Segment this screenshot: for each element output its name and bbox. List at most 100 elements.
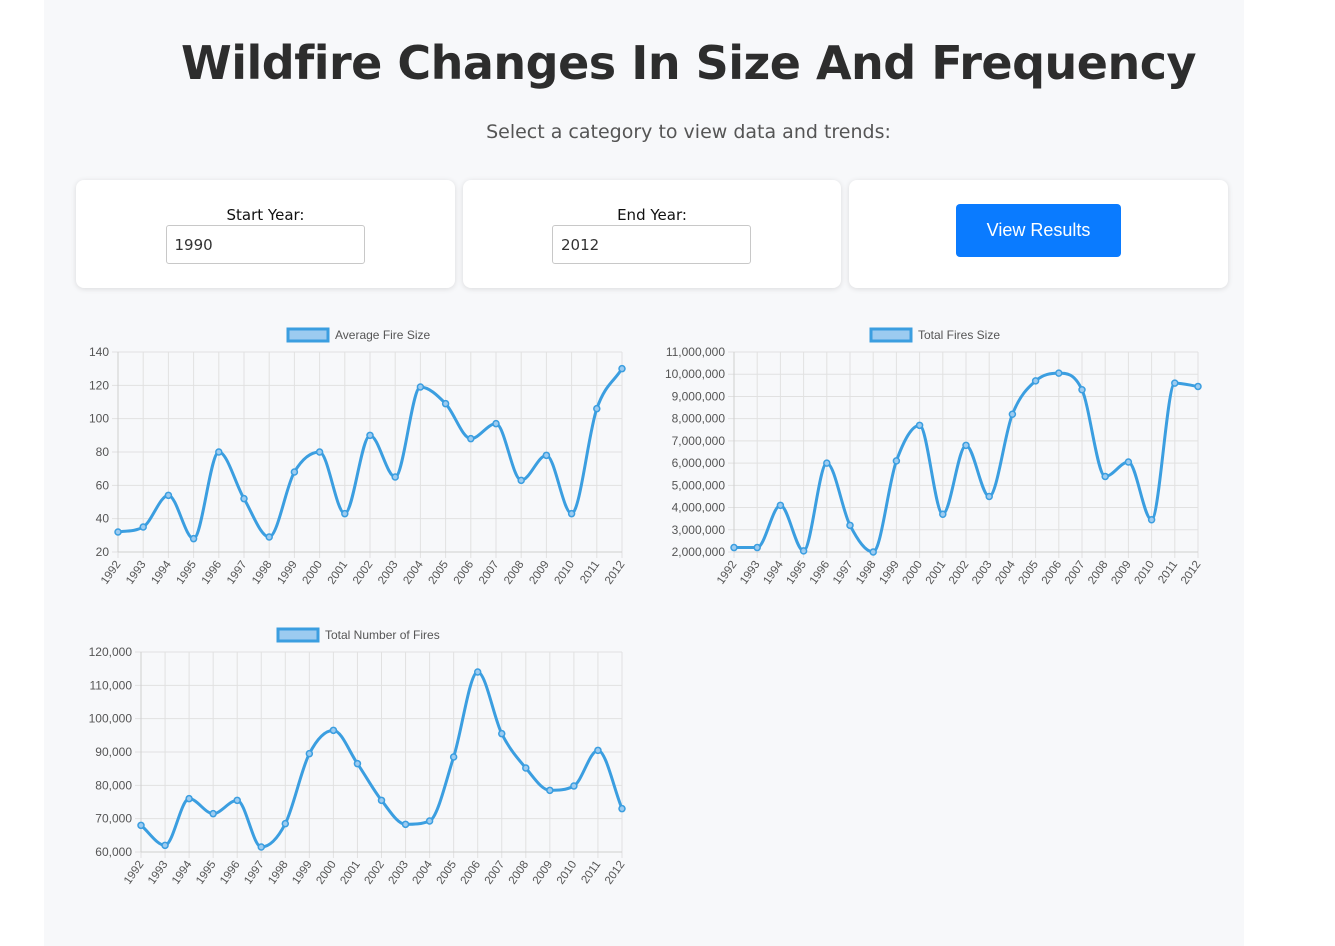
data-point[interactable] [1124,458,1133,466]
page-title: Wildfire Changes In Size And Frequency [181,36,1197,90]
data-point[interactable] [139,523,147,531]
data-point[interactable] [939,510,947,518]
x-tick-label: 2007 [1063,559,1088,587]
data-point[interactable] [161,841,169,850]
x-tick-label: 2002 [947,559,972,587]
data-point[interactable] [377,796,386,805]
y-tick-label: 7,000,000 [672,434,726,448]
data-point[interactable] [1194,382,1202,391]
y-tick-label: 4,000,000 [672,501,726,515]
data-point[interactable] [823,459,831,467]
data-point[interactable] [114,528,122,536]
data-point[interactable] [542,451,551,460]
y-tick-label: 120 [89,378,109,392]
x-tick-label: 2004 [411,858,436,886]
legend[interactable]: Total Number of Fires [276,627,440,643]
data-point[interactable] [567,509,576,518]
x-tick-label: 2009 [527,559,552,587]
data-point[interactable] [892,457,901,465]
data-point[interactable] [1101,472,1109,481]
y-tick-label: 60,000 [95,845,132,859]
data-point[interactable] [1147,516,1156,524]
data-point[interactable] [449,753,458,761]
data-point[interactable] [315,448,324,456]
y-tick-label: 120,000 [89,645,133,659]
x-tick-label: 2001 [924,559,949,587]
data-point[interactable] [473,668,482,676]
y-tick-label: 90,000 [95,745,132,759]
y-tick-label: 40 [96,512,110,526]
y-tick-label: 3,000,000 [672,523,726,537]
data-point[interactable] [425,817,434,825]
data-point[interactable] [1031,377,1040,385]
x-tick-label: 2009 [531,859,556,887]
x-tick-label: 1999 [290,859,315,887]
data-point[interactable] [329,726,338,735]
data-point[interactable] [353,759,362,768]
data-point[interactable] [985,492,993,501]
data-point[interactable] [846,521,854,530]
data-point[interactable] [290,468,299,476]
data-point[interactable] [416,383,425,391]
chart-svg: Total Number of Fires 60,000 70,000 80,000 9… [89,627,627,887]
data-point[interactable] [570,782,578,790]
data-point[interactable] [209,809,217,818]
data-point[interactable] [215,448,223,456]
legend[interactable]: Average Fire Size [286,327,430,343]
x-tick-label: 2008 [502,559,527,587]
data-point[interactable] [281,819,290,828]
data-point[interactable] [1055,369,1063,377]
page-subtitle: Select a category to view data and trend… [486,121,891,143]
data-point[interactable] [265,533,273,541]
data-point[interactable] [522,764,530,772]
start-year-input[interactable] [165,225,365,264]
data-point[interactable] [137,821,145,830]
data-point[interactable] [185,794,193,803]
data-point[interactable] [492,419,500,428]
data-point[interactable] [594,746,602,755]
data-point[interactable] [305,749,314,758]
x-tick-label: 2012 [603,559,628,587]
data-point[interactable] [730,543,738,552]
x-tick-label: 1993 [146,859,171,887]
data-point[interactable] [1008,410,1017,418]
data-point[interactable] [618,364,626,373]
data-point[interactable] [776,501,785,510]
data-point[interactable] [391,473,399,481]
data-point[interactable] [164,491,173,500]
x-tick-label: 2001 [326,559,351,587]
y-tick-label: 9,000,000 [672,389,726,403]
data-point[interactable] [1078,386,1086,394]
legend-swatch [286,327,330,343]
data-point[interactable] [799,547,808,555]
data-point[interactable] [753,543,761,552]
data-point[interactable] [189,534,198,543]
y-tick-label: 2,000,000 [672,545,726,559]
data-point[interactable] [257,843,265,851]
series-line-total-number-of-fires [140,670,624,849]
x-tick-label: 2000 [301,559,326,587]
data-point[interactable] [498,729,506,738]
data-point[interactable] [593,404,601,413]
legend[interactable]: Total Fires Size [869,327,1000,343]
data-point[interactable] [618,804,626,813]
data-point[interactable] [401,820,410,829]
end-year-input[interactable] [552,225,751,264]
data-point[interactable] [233,796,241,805]
data-point[interactable] [240,494,248,503]
legend-swatch [276,627,320,643]
x-tick-label: 1993 [738,559,763,587]
view-results-button[interactable]: View Results [956,204,1121,257]
data-point[interactable] [441,399,450,408]
data-point[interactable] [366,431,374,440]
data-point[interactable] [915,421,924,430]
data-point[interactable] [467,434,475,443]
data-point[interactable] [962,441,970,450]
x-tick-label: 2006 [459,859,484,887]
data-point[interactable] [517,476,525,485]
data-point[interactable] [869,548,877,556]
x-tick-label: 2007 [483,859,508,887]
data-point[interactable] [1171,379,1179,387]
data-point[interactable] [341,509,349,518]
data-point[interactable] [546,786,554,795]
